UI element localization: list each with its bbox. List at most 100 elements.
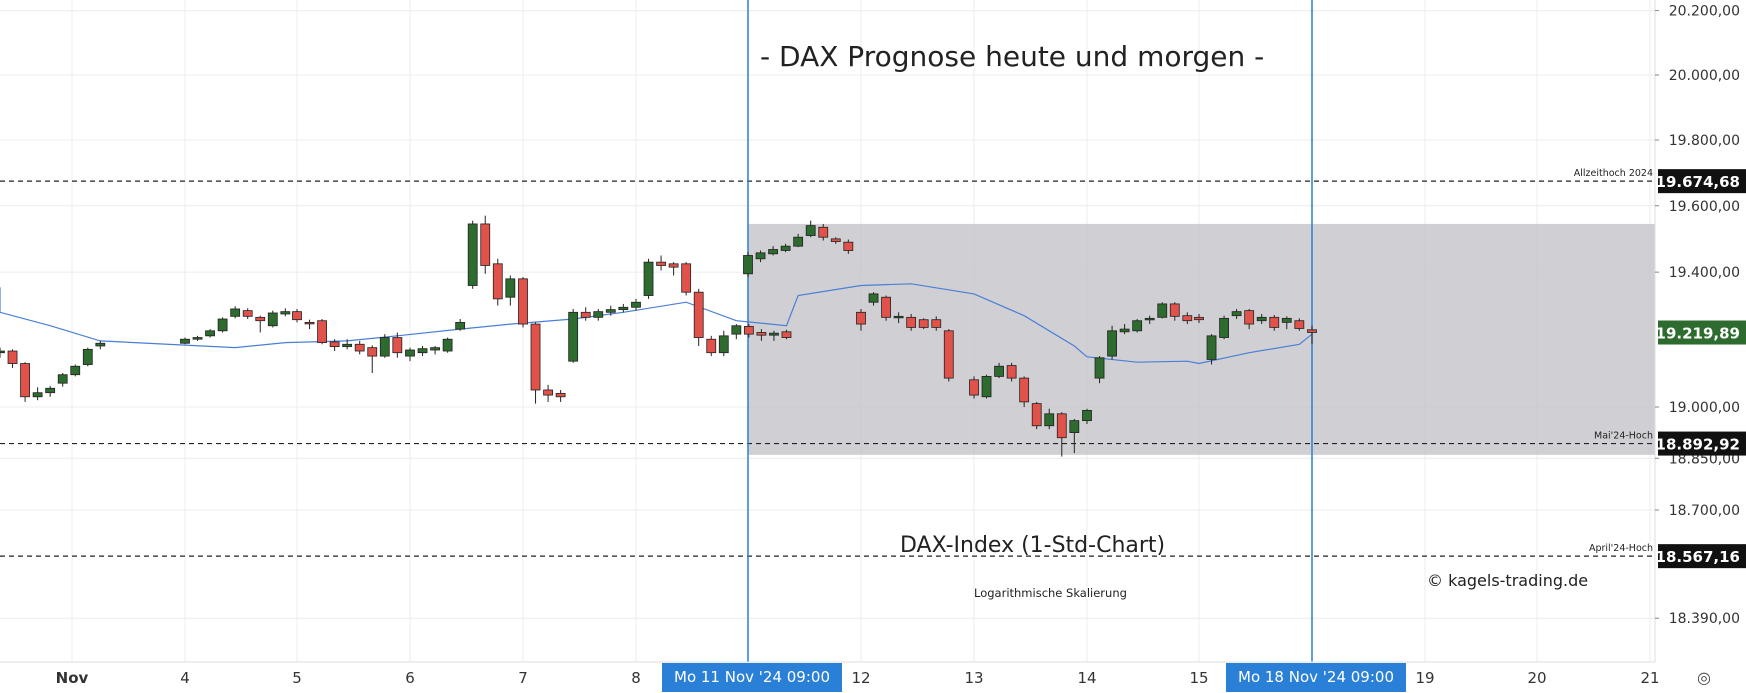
candle-body: [618, 306, 629, 311]
candle-body: [1094, 357, 1105, 379]
candle-body: [1219, 317, 1229, 338]
candle-body: [1169, 303, 1180, 317]
copyright: © kagels-trading.de: [1427, 571, 1589, 590]
candle-body: [392, 337, 403, 354]
candle-body: [7, 350, 18, 364]
candle-body: [743, 326, 754, 335]
chart-title: - DAX Prognose heute und morgen -: [760, 40, 1265, 73]
candle-body: [856, 311, 866, 325]
candle-body: [580, 311, 591, 318]
y-tick-label: 20.000,00: [1669, 68, 1740, 84]
candle-body: [1269, 316, 1280, 328]
candle-body: [1132, 320, 1143, 332]
candle-body: [718, 335, 729, 354]
candle-body: [768, 249, 778, 255]
candle-body: [1119, 328, 1130, 333]
candle-body: [1056, 413, 1067, 439]
candle-body: [0, 350, 5, 354]
candle-body: [467, 223, 478, 286]
candle-body: [1082, 409, 1092, 422]
x-tick-label: 5: [292, 669, 302, 687]
candle-body: [1019, 377, 1030, 403]
x-axis: Nov 4 5 6 7 8 12 13 14 15 19 20 21: [0, 661, 1746, 693]
x-tick-label: 14: [1077, 669, 1096, 687]
candle-body: [1144, 317, 1155, 321]
y-tick-label: 19.400,00: [1669, 265, 1740, 281]
candle-body: [906, 316, 917, 328]
candle-body: [367, 347, 378, 357]
candle-body: [1294, 320, 1305, 329]
candle-body: [442, 338, 453, 352]
candle-body: [82, 348, 93, 365]
level-tag-bg: [1658, 544, 1746, 569]
candle-body: [1281, 317, 1292, 323]
candle-body: [492, 263, 503, 300]
candle-body: [230, 308, 241, 317]
candle-body: [480, 223, 491, 266]
x-tick-label: 15: [1189, 669, 1208, 687]
candle-body: [893, 315, 904, 319]
candle-body: [969, 379, 979, 396]
candle-body: [755, 252, 766, 260]
candle-body: [931, 319, 942, 328]
y-tick-label: 19.000,00: [1669, 400, 1740, 416]
candle-body: [981, 376, 992, 398]
candle-body: [706, 338, 717, 354]
last-price-tag-label: 19.219,89: [1656, 325, 1740, 343]
candle-body: [881, 296, 891, 318]
candle-body: [555, 392, 566, 398]
y-axis: 20.200,00 20.000,00 19.800,00 19.600,00 19.4…: [1654, 0, 1746, 693]
level-tag-bg: [1658, 431, 1746, 456]
candle-body: [781, 331, 792, 338]
candle-body: [1044, 413, 1055, 427]
y-tick-label: 18.700,00: [1669, 503, 1740, 519]
candle-body: [267, 312, 278, 327]
candle-body: [830, 238, 841, 242]
level-name: April'24-Hoch: [1589, 543, 1653, 554]
candle-body: [843, 241, 854, 251]
candle-body: [1244, 310, 1255, 325]
candle-body: [543, 389, 553, 396]
level-tag-label: 19.674,68: [1656, 173, 1740, 191]
candle-body: [1107, 330, 1117, 357]
candle-body: [455, 321, 466, 330]
candle-body: [631, 301, 641, 308]
candle-body: [656, 261, 666, 266]
y-tick-label: 19.600,00: [1669, 199, 1740, 215]
candle-body: [518, 278, 528, 325]
candle-body: [818, 226, 829, 238]
candle-body: [280, 311, 291, 315]
x-tick-label: 8: [631, 669, 641, 687]
candle-body: [643, 261, 654, 296]
candle-body: [20, 363, 30, 398]
candle-body: [1031, 403, 1042, 427]
settings-icon[interactable]: ◎: [1697, 668, 1711, 687]
x-tick-label: 12: [851, 669, 870, 687]
x-tick-label: 7: [518, 669, 528, 687]
candle-body: [868, 293, 879, 303]
candle-body: [568, 311, 579, 362]
candle-body: [681, 263, 692, 293]
time-marker-tag-end[interactable]: Mo 18 Nov '24 09:00: [1226, 663, 1406, 692]
candle-body: [918, 319, 929, 328]
level-tag-label: 18.892,92: [1656, 436, 1740, 454]
x-tick-label: 6: [405, 669, 415, 687]
x-tick-label: 13: [964, 669, 983, 687]
candle-body: [32, 392, 43, 398]
candle-body: [780, 245, 791, 251]
candle-body: [1206, 335, 1217, 360]
candle-body: [693, 291, 704, 338]
candle-body: [417, 348, 428, 354]
time-marker-tag-start[interactable]: Mo 11 Nov '24 09:00: [662, 663, 842, 692]
candle-body: [304, 321, 315, 325]
candle-body: [1006, 365, 1017, 379]
candle-body: [1157, 303, 1168, 318]
scale-note: Logarithmische Skalierung: [974, 586, 1127, 600]
chart-subtitle: DAX-Index (1-Std-Chart): [900, 533, 1166, 558]
candle-body: [70, 365, 81, 376]
candle-body: [593, 311, 604, 318]
candle-body: [1194, 316, 1204, 321]
candle-body: [342, 343, 353, 348]
candle-body: [45, 387, 56, 394]
